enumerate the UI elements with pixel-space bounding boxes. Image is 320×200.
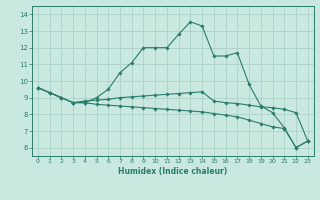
X-axis label: Humidex (Indice chaleur): Humidex (Indice chaleur)	[118, 167, 228, 176]
